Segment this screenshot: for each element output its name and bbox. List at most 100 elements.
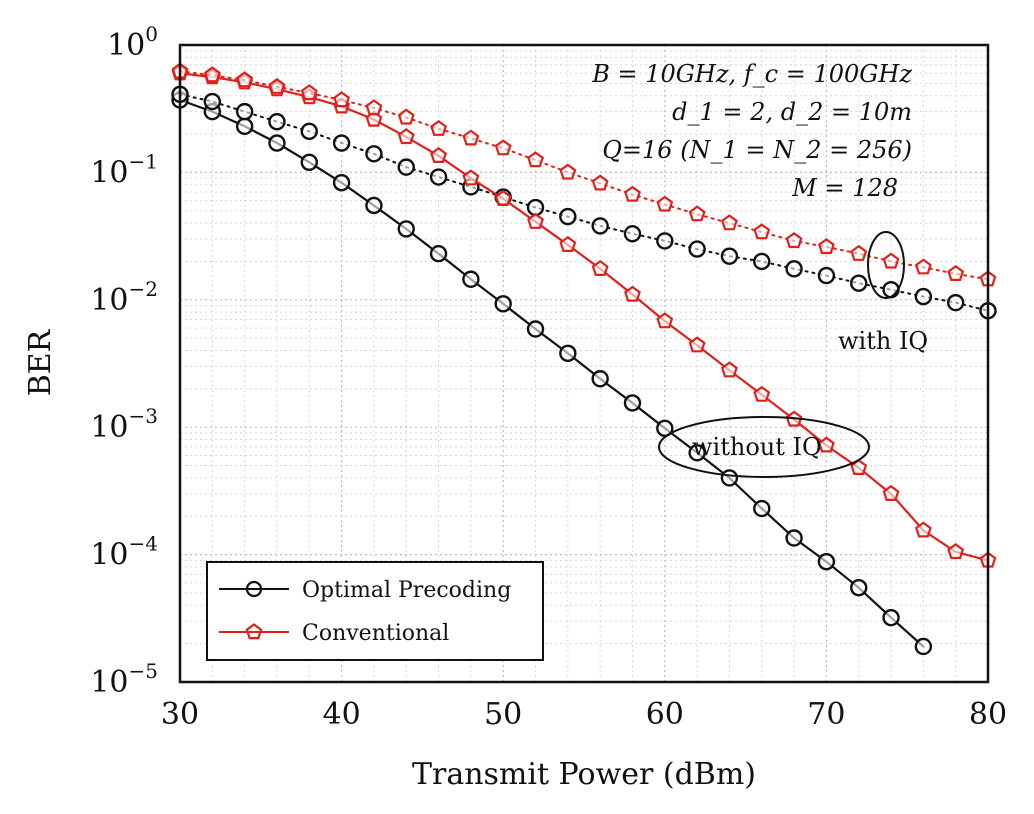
data-point <box>494 295 512 313</box>
x-tick-label: 30 <box>161 697 199 732</box>
data-point <box>656 232 674 250</box>
data-point <box>688 205 706 222</box>
params-line-2: d_1 = 2, d_2 = 10m <box>672 98 912 126</box>
with-iq-ellipse <box>867 231 905 299</box>
data-point <box>591 370 609 388</box>
data-point <box>300 84 318 101</box>
params-line-4: M = 128 <box>791 174 898 202</box>
data-point <box>559 235 577 252</box>
y-tick-label: 10−3 <box>90 404 158 445</box>
data-point <box>526 320 545 338</box>
data-point <box>268 134 286 152</box>
data-point <box>818 436 835 453</box>
data-point <box>753 252 771 271</box>
series-3 <box>171 62 997 287</box>
data-point <box>656 195 674 212</box>
data-point <box>430 146 447 163</box>
data-point <box>623 225 642 243</box>
data-point <box>236 71 254 88</box>
y-tick-label: 10−4 <box>90 532 158 573</box>
data-point <box>914 258 932 275</box>
data-point <box>430 119 447 136</box>
data-point <box>850 578 868 597</box>
data-point <box>720 469 739 487</box>
data-point <box>397 220 415 238</box>
data-point <box>365 196 383 215</box>
data-point <box>688 336 706 353</box>
data-point <box>850 458 868 475</box>
legend: Optimal Precoding Conventional <box>206 561 544 661</box>
data-point <box>688 444 706 462</box>
data-point <box>300 153 318 172</box>
params-line-1: B = 10GHz, f_c = 100GHz <box>591 60 912 88</box>
x-tick-label: 40 <box>323 697 361 732</box>
data-point <box>462 169 480 186</box>
data-point <box>882 484 900 501</box>
legend-marker-conventional <box>245 623 263 640</box>
data-point <box>623 394 642 412</box>
data-point <box>591 217 609 235</box>
x-tick-label: 50 <box>484 697 522 732</box>
data-point <box>203 66 221 83</box>
data-point <box>429 168 448 186</box>
data-point <box>203 92 222 111</box>
data-point <box>235 117 254 136</box>
plot-frame <box>178 43 990 684</box>
data-point <box>494 189 512 206</box>
data-point <box>365 145 383 163</box>
series-0 <box>171 91 933 656</box>
data-point <box>624 285 641 302</box>
data-point <box>914 521 932 538</box>
data-point <box>688 240 706 258</box>
data-point <box>332 174 351 192</box>
data-point <box>462 129 480 146</box>
legend-label-conventional: Conventional <box>302 621 449 646</box>
data-point <box>817 266 836 285</box>
data-point <box>623 185 641 202</box>
x-tick-label: 80 <box>969 697 1007 732</box>
legend-label-optimal: Optimal Precoding <box>302 578 511 603</box>
data-point <box>721 361 738 378</box>
data-point <box>494 139 512 156</box>
data-point <box>850 244 868 261</box>
data-point <box>753 385 771 402</box>
x-axis-label: Transmit Power (dBm) <box>412 757 756 792</box>
data-point <box>300 122 318 141</box>
data-point <box>365 99 383 116</box>
data-point <box>559 163 577 180</box>
params-line-3: Q=16 (N_1 = N_2 = 256) <box>602 136 912 164</box>
data-point <box>268 113 286 131</box>
data-point <box>397 128 415 145</box>
data-point <box>914 637 933 656</box>
data-point <box>333 91 350 108</box>
data-point <box>753 499 771 518</box>
y-tick-label: 100 <box>107 22 158 63</box>
data-point <box>721 214 738 231</box>
data-point <box>527 151 545 168</box>
data-point <box>882 252 900 269</box>
data-point <box>235 102 254 121</box>
data-point <box>914 287 933 306</box>
x-tick-labels: 30 40 50 60 70 80 <box>161 697 1007 732</box>
data-point <box>947 543 965 560</box>
data-point <box>397 158 415 176</box>
without-iq-label: without IQ <box>692 433 822 461</box>
data-point <box>268 77 286 94</box>
data-point <box>882 281 900 299</box>
data-point <box>720 247 739 265</box>
data-point <box>526 198 545 217</box>
data-point <box>429 245 448 263</box>
data-point <box>882 608 900 627</box>
data-point <box>850 274 868 292</box>
data-point <box>559 207 577 226</box>
x-tick-label: 70 <box>807 697 845 732</box>
data-point <box>785 529 803 547</box>
data-point <box>818 238 835 255</box>
series-layer <box>171 62 997 656</box>
data-point <box>365 110 383 127</box>
data-point <box>656 312 674 329</box>
y-tick-label: 10−1 <box>90 149 158 190</box>
data-point <box>946 293 965 312</box>
